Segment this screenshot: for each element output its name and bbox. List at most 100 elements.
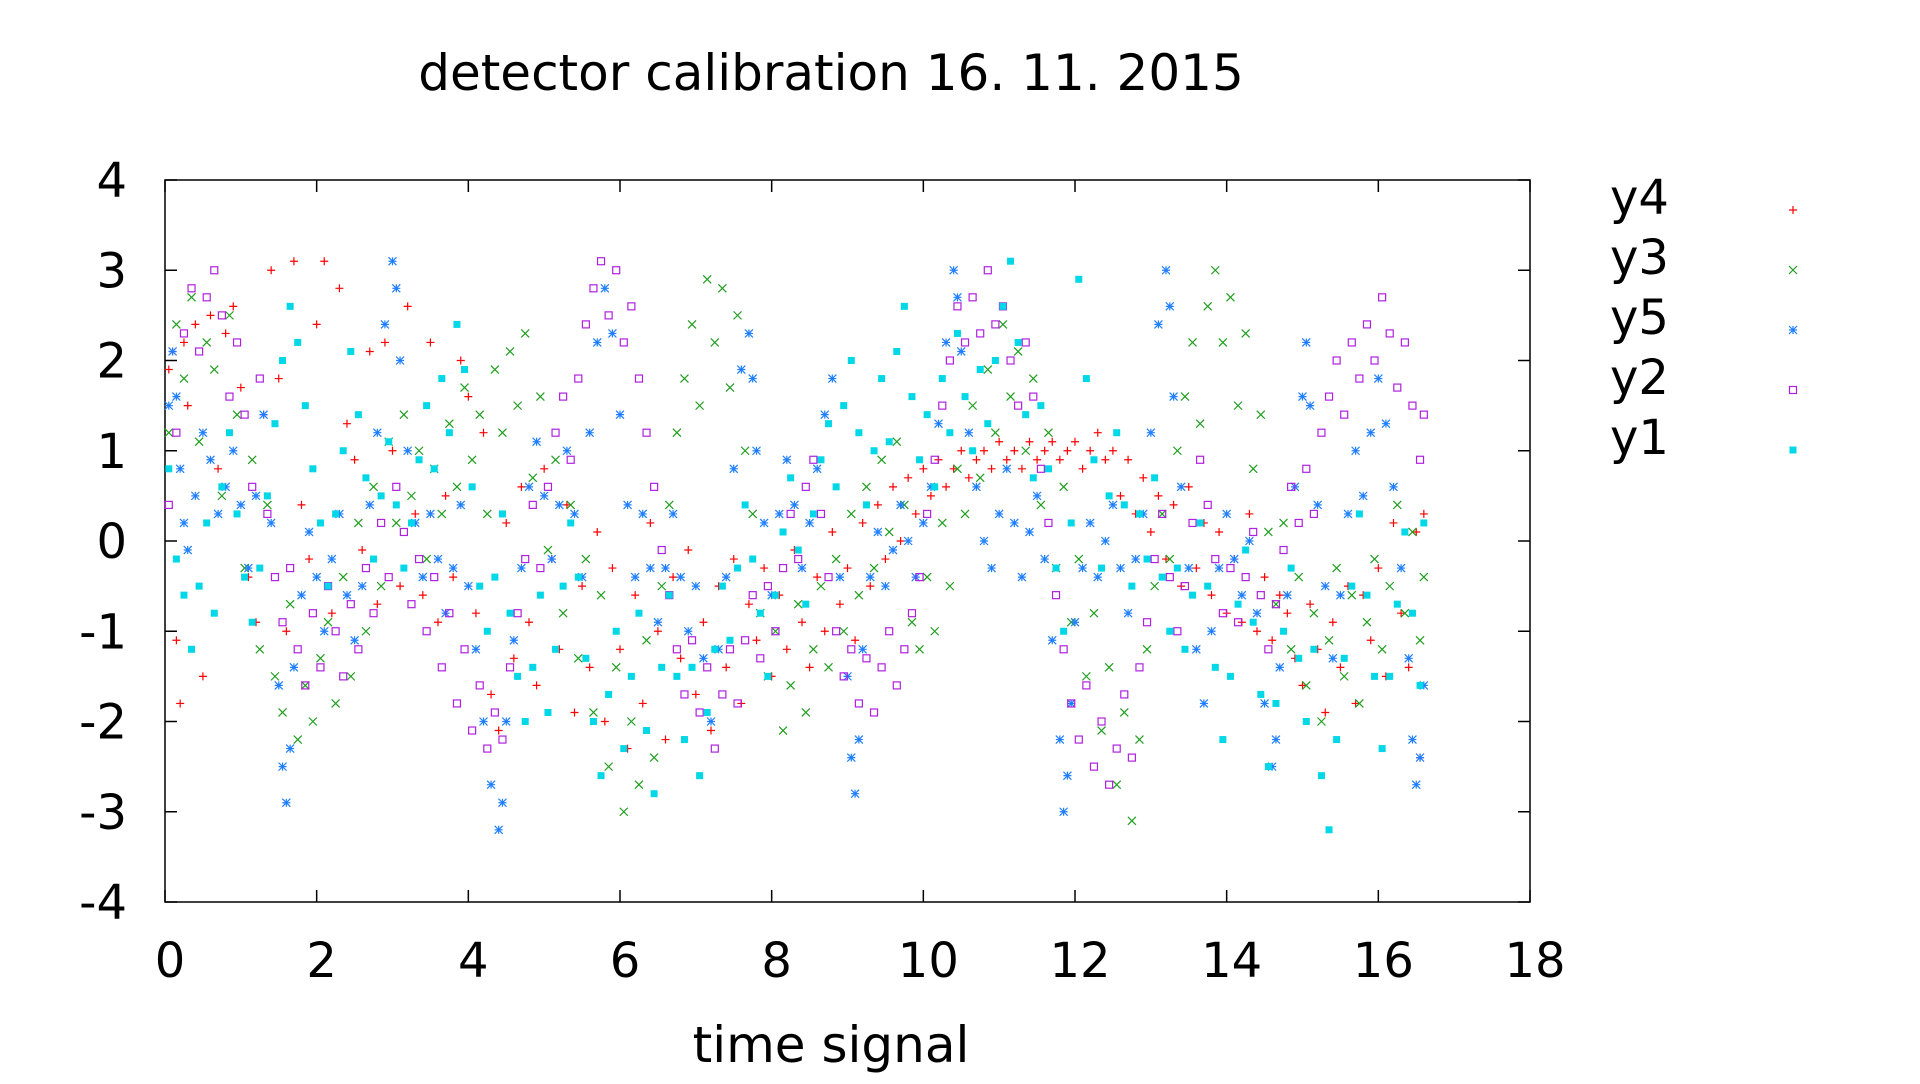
data-point-y2 — [862, 654, 871, 663]
data-point-y2 — [794, 554, 803, 564]
data-point-y5 — [1267, 762, 1277, 772]
data-point-y1 — [172, 555, 180, 563]
data-point-y2 — [399, 527, 408, 537]
data-point-y4 — [843, 564, 852, 573]
data-point-y1 — [1060, 627, 1068, 635]
data-point-y3 — [937, 518, 947, 528]
data-point-y2 — [1408, 401, 1417, 410]
data-point-y2 — [543, 482, 553, 491]
data-point-y1 — [734, 564, 742, 572]
data-point-y2 — [521, 554, 530, 564]
data-point-y1 — [476, 582, 484, 590]
data-point-y4 — [229, 302, 238, 311]
data-point-y5 — [1271, 735, 1281, 744]
data-point-y1 — [900, 302, 908, 310]
data-point-y2 — [642, 428, 651, 437]
data-point-y5 — [1298, 392, 1307, 402]
data-point-y5 — [281, 798, 291, 808]
data-point-y5 — [812, 464, 822, 474]
data-point-y2 — [536, 563, 545, 573]
data-point-y2 — [1112, 744, 1121, 753]
data-point-y3 — [634, 780, 644, 790]
data-point-y5 — [1351, 446, 1361, 456]
y-tick-label: -3 — [79, 785, 127, 841]
data-point-y4 — [380, 338, 389, 347]
data-point-y1 — [392, 501, 400, 509]
data-point-y5 — [600, 283, 610, 293]
data-point-y1 — [764, 672, 772, 680]
data-point-y4 — [1010, 446, 1019, 455]
data-point-y5 — [767, 590, 777, 600]
data-point-y2 — [430, 572, 439, 582]
data-point-y4 — [282, 627, 291, 636]
data-point-y5 — [570, 509, 579, 519]
data-point-y4 — [403, 302, 412, 311]
data-point-y5 — [820, 410, 830, 420]
data-point-y4 — [198, 672, 207, 681]
data-point-y2 — [725, 645, 735, 654]
data-point-y3 — [1097, 726, 1106, 735]
data-point-y5 — [1381, 419, 1391, 429]
data-point-y2 — [915, 572, 924, 582]
data-point-y5 — [183, 545, 193, 555]
data-point-y2 — [339, 672, 348, 681]
data-point-y3 — [1294, 572, 1304, 582]
data-point-y3 — [945, 581, 955, 591]
y-tick-label: 2 — [96, 334, 127, 390]
data-point-y1 — [1272, 699, 1280, 707]
data-point-y1 — [1029, 474, 1037, 482]
data-point-y2 — [1067, 699, 1076, 708]
data-point-y3 — [437, 509, 447, 519]
data-point-y1 — [233, 510, 241, 518]
y-tick-label: 3 — [96, 243, 127, 299]
data-point-y2 — [316, 663, 325, 672]
legend-marker — [1789, 446, 1797, 454]
data-point-y3 — [930, 626, 940, 636]
data-point-y3 — [346, 671, 356, 681]
data-point-y1 — [559, 582, 567, 590]
data-point-y5 — [1025, 527, 1034, 537]
data-point-y4 — [1002, 455, 1011, 464]
data-point-y2 — [1302, 464, 1311, 473]
legend-label: y5 — [1610, 290, 1669, 346]
data-point-y1 — [923, 411, 931, 419]
data-point-y3 — [710, 338, 720, 347]
y-axis-ticks: 4 3 2 1 0 -1 -2 -3 -4 — [79, 153, 1530, 931]
data-point-y4 — [1215, 527, 1224, 536]
data-point-y5 — [1244, 536, 1254, 546]
data-point-y3 — [907, 617, 917, 627]
data-point-y4 — [350, 455, 359, 464]
data-point-y1 — [529, 663, 537, 671]
data-point-y3 — [816, 581, 826, 591]
data-point-y5 — [243, 563, 253, 573]
data-point-y1 — [1204, 582, 1212, 590]
data-point-y5 — [752, 446, 761, 456]
data-point-y5 — [266, 518, 276, 528]
data-point-y1 — [1355, 510, 1363, 518]
data-point-y1 — [301, 402, 309, 410]
data-point-y1 — [825, 420, 833, 428]
data-point-y5 — [789, 500, 799, 510]
data-point-y4 — [729, 555, 738, 564]
data-point-y4 — [1412, 527, 1421, 536]
data-point-y4 — [1397, 609, 1406, 618]
data-point-y3 — [626, 717, 636, 726]
data-point-y5 — [1169, 392, 1179, 402]
data-point-y5 — [1040, 554, 1050, 564]
data-point-y2 — [1324, 392, 1334, 401]
data-point-y3 — [960, 509, 970, 519]
data-point-y5 — [1184, 563, 1194, 573]
data-point-y2 — [232, 338, 242, 347]
data-point-y5 — [1047, 635, 1057, 645]
data-point-y5 — [971, 482, 981, 492]
data-point-y3 — [953, 464, 962, 474]
data-point-y4 — [1017, 464, 1026, 473]
data-point-y5 — [365, 500, 375, 510]
data-point-y4 — [335, 284, 344, 293]
data-point-y1 — [916, 456, 924, 464]
data-point-y1 — [339, 447, 347, 455]
data-point-y3 — [1419, 572, 1429, 582]
data-point-y2 — [1044, 518, 1053, 528]
data-point-y3 — [998, 319, 1008, 329]
